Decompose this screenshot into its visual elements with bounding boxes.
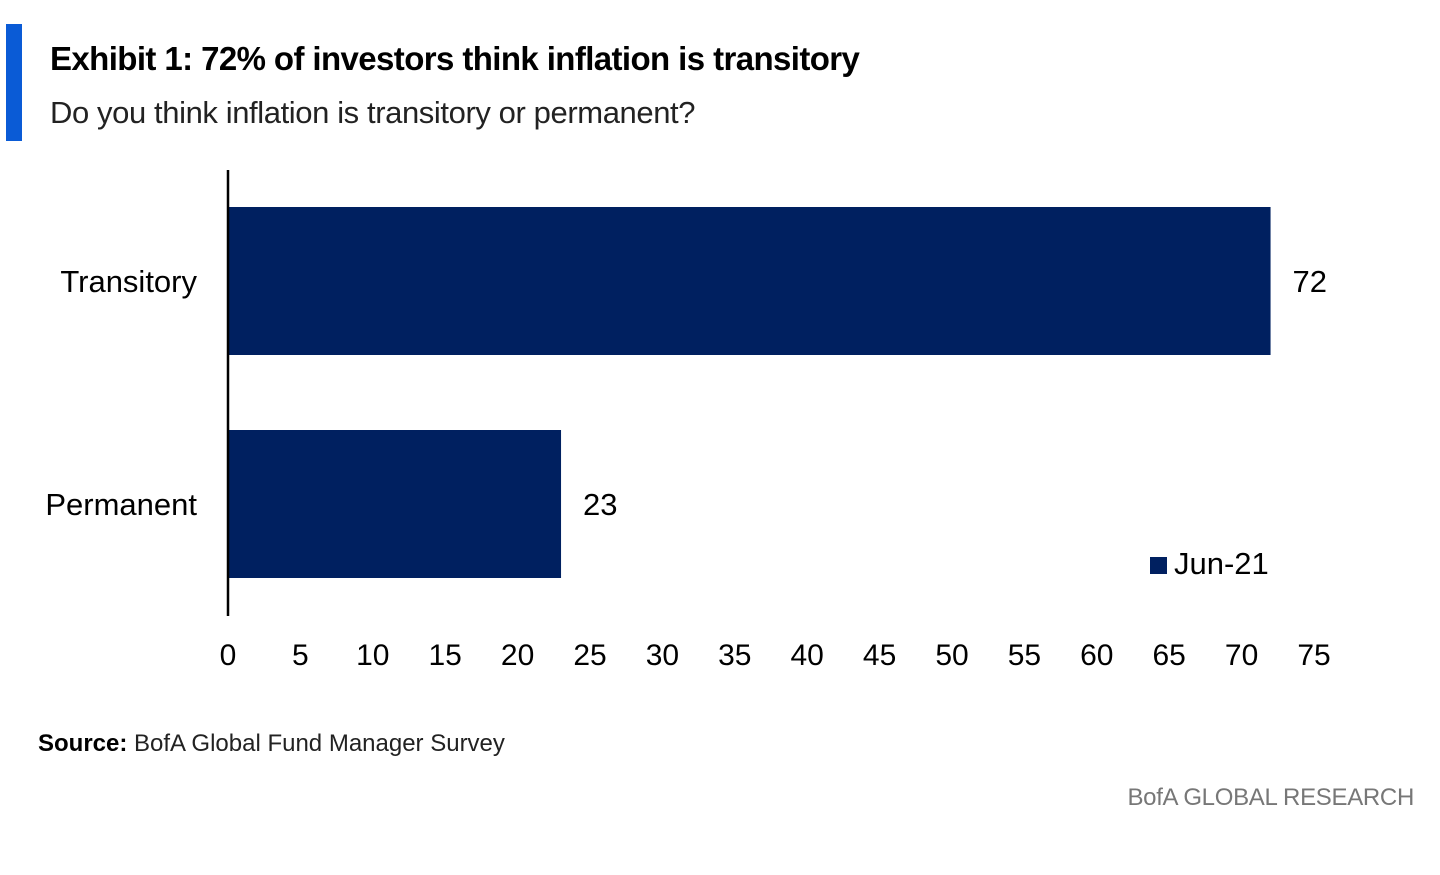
x-tick-label: 40 — [791, 639, 824, 672]
x-tick-label: 15 — [429, 639, 462, 672]
x-tick-label: 65 — [1153, 639, 1186, 672]
source-note: Source: BofA Global Fund Manager Survey — [38, 730, 505, 758]
x-tick-label: 60 — [1080, 639, 1113, 672]
legend-label: Jun-21 — [1174, 546, 1269, 581]
bar-chart: Transitory 72 Permanent 23 0 5 10 15 20 25 30 35 40 4… — [45, 170, 1331, 672]
exhibit-title: Exhibit 1: 72% of investors think inflat… — [50, 40, 860, 77]
x-tick-label: 0 — [220, 639, 237, 672]
category-label-permanent: Permanent — [45, 487, 197, 522]
x-tick-label: 30 — [646, 639, 679, 672]
x-tick-label: 55 — [1008, 639, 1041, 672]
x-tick-label: 50 — [935, 639, 968, 672]
x-tick-label: 70 — [1225, 639, 1258, 672]
x-tick-label: 5 — [292, 639, 309, 672]
x-tick-label: 25 — [573, 639, 606, 672]
source-label: Source: — [38, 730, 128, 757]
data-label-permanent: 23 — [583, 487, 617, 522]
brand-footer: BofA GLOBAL RESEARCH — [1127, 784, 1414, 811]
exhibit-subtitle: Do you think inflation is transitory or … — [50, 95, 696, 130]
x-tick-label: 75 — [1297, 639, 1330, 672]
x-tick-label: 20 — [501, 639, 534, 672]
data-label-transitory: 72 — [1293, 264, 1327, 299]
x-tick-label: 45 — [863, 639, 896, 672]
category-label-transitory: Transitory — [60, 264, 197, 299]
x-tick-label: 10 — [356, 639, 389, 672]
accent-bar — [6, 24, 22, 141]
legend-swatch — [1150, 557, 1167, 574]
x-tick-label: 35 — [718, 639, 751, 672]
bar-permanent — [228, 430, 562, 578]
bar-transitory — [228, 207, 1271, 355]
source-text: BofA Global Fund Manager Survey — [134, 730, 505, 757]
